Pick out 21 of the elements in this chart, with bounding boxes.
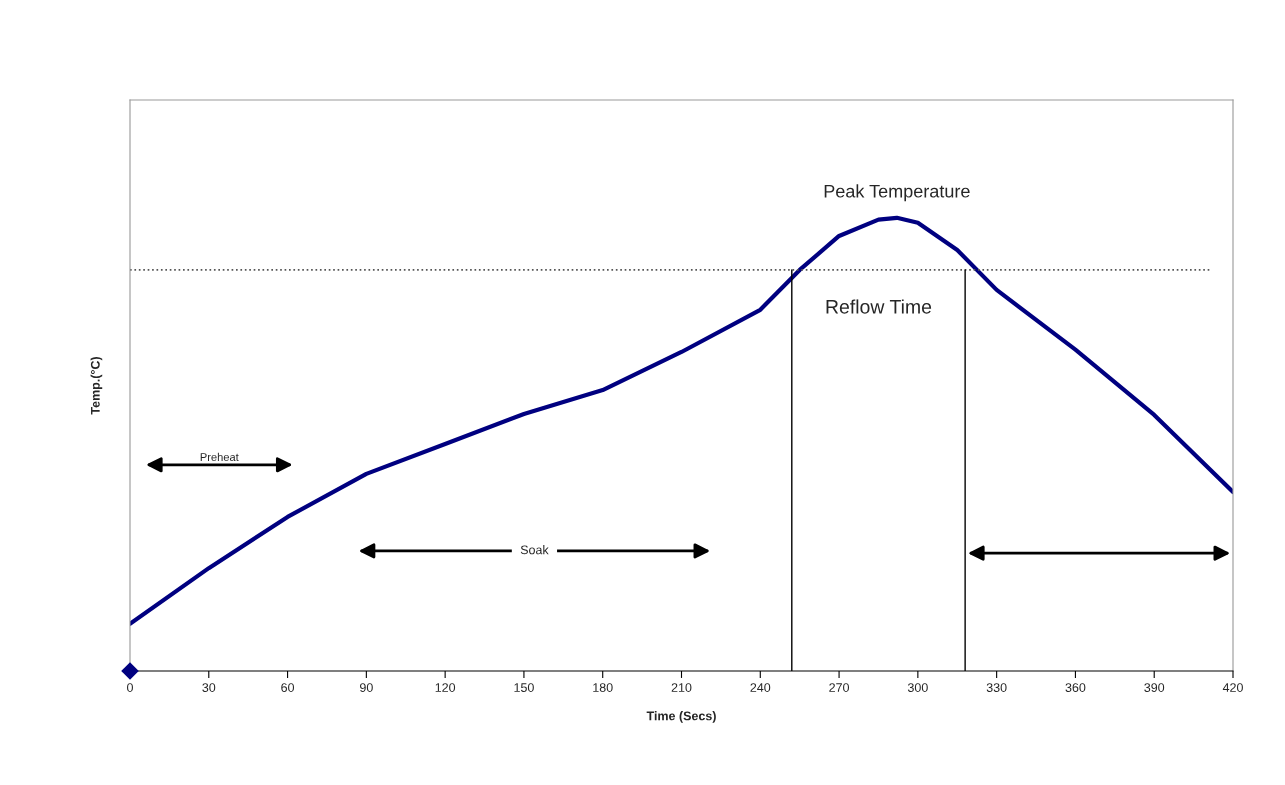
x-tick-label: 240 (750, 683, 771, 692)
x-tick-label: 210 (671, 683, 692, 692)
x-tick-label: 180 (593, 683, 613, 692)
x-tick-label: 120 (435, 683, 456, 692)
x-tick-label: 330 (986, 683, 1007, 692)
x-tick-label: 420 (1222, 683, 1243, 692)
y-axis-title: Temp.(°C) (90, 357, 103, 415)
x-tick-label: 90 (359, 683, 373, 692)
x-tick-label: 390 (1144, 683, 1165, 692)
x-tick-label: 0 (127, 683, 133, 692)
annotation: Reflow Time (826, 299, 932, 314)
annotation: Peak Temperature (824, 184, 970, 202)
annotation: Preheat (200, 452, 239, 461)
x-tick-label: 150 (514, 683, 534, 692)
x-tick-label: 270 (829, 683, 850, 692)
x-axis-title: Time (Secs) (646, 711, 716, 723)
x-tick-label: 360 (1065, 683, 1086, 692)
x-tick-label: 60 (281, 683, 295, 692)
x-tick-label: 30 (202, 683, 216, 692)
annotation: Soak (520, 545, 549, 555)
x-tick-label: 300 (907, 683, 928, 692)
